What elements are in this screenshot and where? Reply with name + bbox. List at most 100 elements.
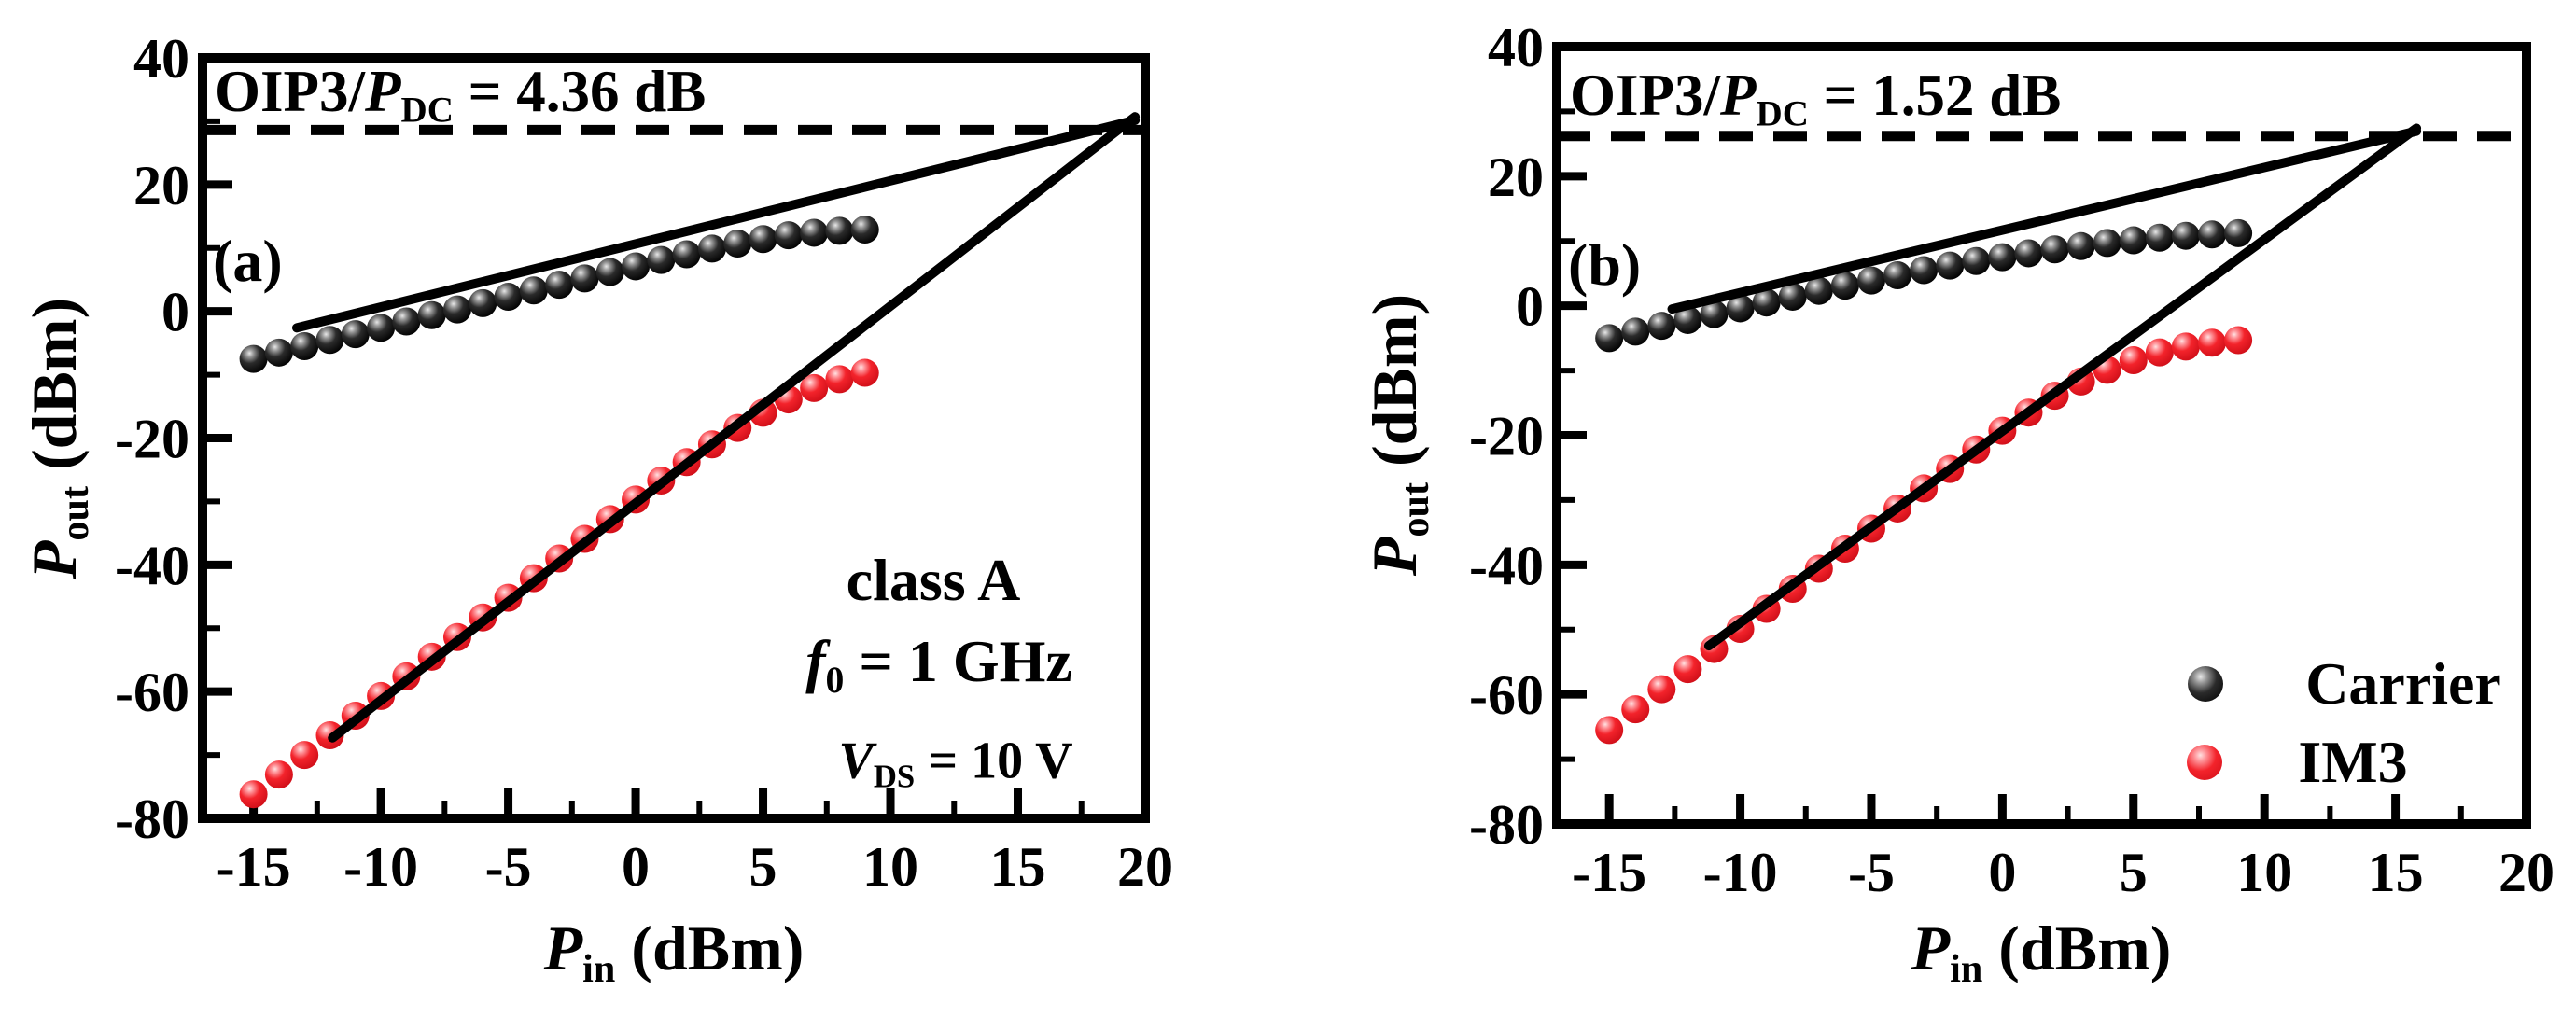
carrier-point	[1962, 246, 1991, 275]
im3-slope3-fit	[328, 112, 1141, 743]
carrier-point	[290, 332, 319, 361]
carrier-point	[800, 218, 829, 247]
y-tick-label: 20	[1488, 146, 1544, 208]
text-segment: DC	[1756, 93, 1809, 134]
oip3-annotation-a: OIP3/PDC = 4.36 dB	[215, 58, 706, 132]
panel-a: -15 -10 -5 0 5 10 15 20 40 20 0 -20 -40 -60 -80	[115, 28, 1173, 898]
text-segment: = 4.36 dB	[453, 59, 707, 124]
carrier-point	[825, 216, 854, 245]
x-tick-label: -10	[343, 836, 418, 898]
carrier-point	[1910, 256, 1939, 285]
info-f0: f0 = 1 GHz	[805, 627, 1072, 702]
carrier-point	[723, 229, 752, 258]
carrier-point	[749, 225, 777, 254]
text-segment: f	[805, 628, 826, 695]
carrier-point	[239, 344, 268, 373]
x-tick-label: 10	[862, 836, 918, 898]
text-segment: 0	[825, 659, 845, 701]
carrier-point	[2093, 229, 2121, 258]
x-tick-label: 20	[2499, 842, 2555, 903]
carrier-point	[545, 271, 574, 300]
plot-frame	[198, 53, 1150, 823]
x-tick-label: 0	[1988, 842, 2016, 903]
y-axis-title-a: Pout (dBm)	[18, 298, 98, 579]
im3-point	[1621, 695, 1650, 724]
panel-label-b: (b)	[1568, 231, 1642, 298]
y-tick-label: -20	[1469, 406, 1544, 467]
text-segment: P	[543, 913, 583, 984]
x-tick-label: 15	[2368, 842, 2424, 903]
x-tick-label: -5	[1848, 842, 1895, 903]
carrier-point	[1778, 282, 1807, 311]
im3-point	[1673, 655, 1702, 684]
y-tick-label: 40	[133, 28, 189, 90]
text-segment: V	[838, 732, 874, 790]
panel-b: -15 -10 -5 0 5 10 15 20 40 20 0 -20 -40 -60 -80	[1469, 17, 2555, 903]
oip3-annotation-b: OIP3/PDC = 1.52 dB	[1570, 62, 2061, 135]
carrier-point	[442, 295, 471, 324]
x-tick-label: -5	[485, 836, 532, 898]
carrier-point	[2119, 226, 2148, 255]
y-tick-label: -60	[115, 662, 189, 723]
im3-point	[2198, 328, 2227, 357]
y-tick-label: -20	[115, 409, 189, 470]
carrier-point	[1647, 312, 1676, 341]
x-axis-title-a: Pin (dBm)	[544, 912, 805, 992]
carrier-point	[2014, 239, 2043, 268]
im3-point	[2145, 338, 2174, 367]
text-segment: (dBm)	[1982, 913, 2172, 984]
carrier-point	[570, 264, 599, 293]
panel-label-a: (a)	[213, 228, 283, 294]
carrier-point	[2145, 223, 2174, 252]
carrier-point	[647, 245, 676, 274]
x-tick-label: -15	[217, 836, 291, 898]
y-tick-label: 20	[133, 155, 189, 216]
im3-point	[264, 760, 293, 789]
carrier-point	[1988, 243, 2017, 272]
carrier-point	[494, 283, 523, 312]
carrier-point	[417, 300, 446, 329]
x-tick-label: 5	[2120, 842, 2148, 903]
y-tick-label: 0	[161, 282, 189, 343]
text-segment: P	[1720, 63, 1757, 128]
carrier-point	[2066, 231, 2095, 260]
text-segment: class A	[846, 547, 1021, 613]
y-tick-label: -40	[115, 535, 189, 596]
text-segment: DS	[873, 758, 916, 795]
im3-point	[850, 358, 879, 387]
carrier-point	[850, 216, 879, 244]
y-axis-title-b: Pout (dBm)	[1358, 294, 1438, 576]
y-tick-label: 40	[1488, 17, 1544, 78]
carrier-point	[1830, 272, 1859, 300]
im3-slope3-fit	[1703, 123, 2422, 651]
text-segment: P	[1911, 913, 1951, 984]
im3-point	[239, 780, 268, 809]
carrier-point	[469, 288, 497, 317]
carrier-point	[774, 221, 803, 250]
x-tick-label: 15	[990, 836, 1046, 898]
carrier-point	[1595, 324, 1624, 353]
carrier-point	[2040, 235, 2069, 264]
x-tick-label: -10	[1703, 842, 1778, 903]
text-segment: in	[582, 946, 616, 991]
im3-legend-label: IM3	[2298, 729, 2408, 795]
info-vds: VDS = 10 V	[838, 731, 1072, 795]
x-axis-title-b: Pin (dBm)	[1911, 912, 2172, 992]
carrier-slope1-fit	[292, 115, 1141, 333]
carrier-point	[595, 258, 624, 286]
text-segment: P	[365, 59, 401, 124]
carrier-point	[622, 252, 651, 281]
text-segment: (dBm)	[615, 913, 805, 984]
x-tick-label: 5	[749, 836, 777, 898]
text-segment: (dBm)	[1359, 293, 1431, 482]
carrier-point	[1752, 288, 1781, 317]
carrier-point	[315, 326, 344, 355]
carrier-point	[672, 240, 701, 269]
carrier-point	[341, 320, 370, 349]
text-segment: in	[1950, 946, 1983, 991]
x-tick-label: 20	[1117, 836, 1173, 898]
im3-point	[825, 365, 854, 394]
im3-point	[2171, 332, 2200, 361]
carrier-point	[1673, 305, 1702, 334]
